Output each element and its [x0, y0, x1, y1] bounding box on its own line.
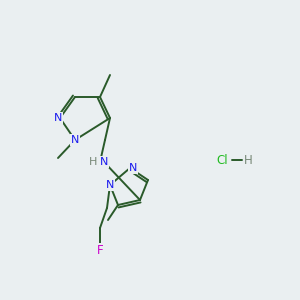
Text: N: N [54, 113, 62, 123]
Text: H: H [89, 157, 97, 167]
Text: N: N [71, 135, 79, 145]
Text: F: F [97, 244, 103, 256]
Text: N: N [129, 163, 137, 173]
Text: Cl: Cl [216, 154, 228, 166]
Text: N: N [100, 157, 108, 167]
Text: N: N [106, 180, 114, 190]
Text: H: H [244, 154, 252, 166]
